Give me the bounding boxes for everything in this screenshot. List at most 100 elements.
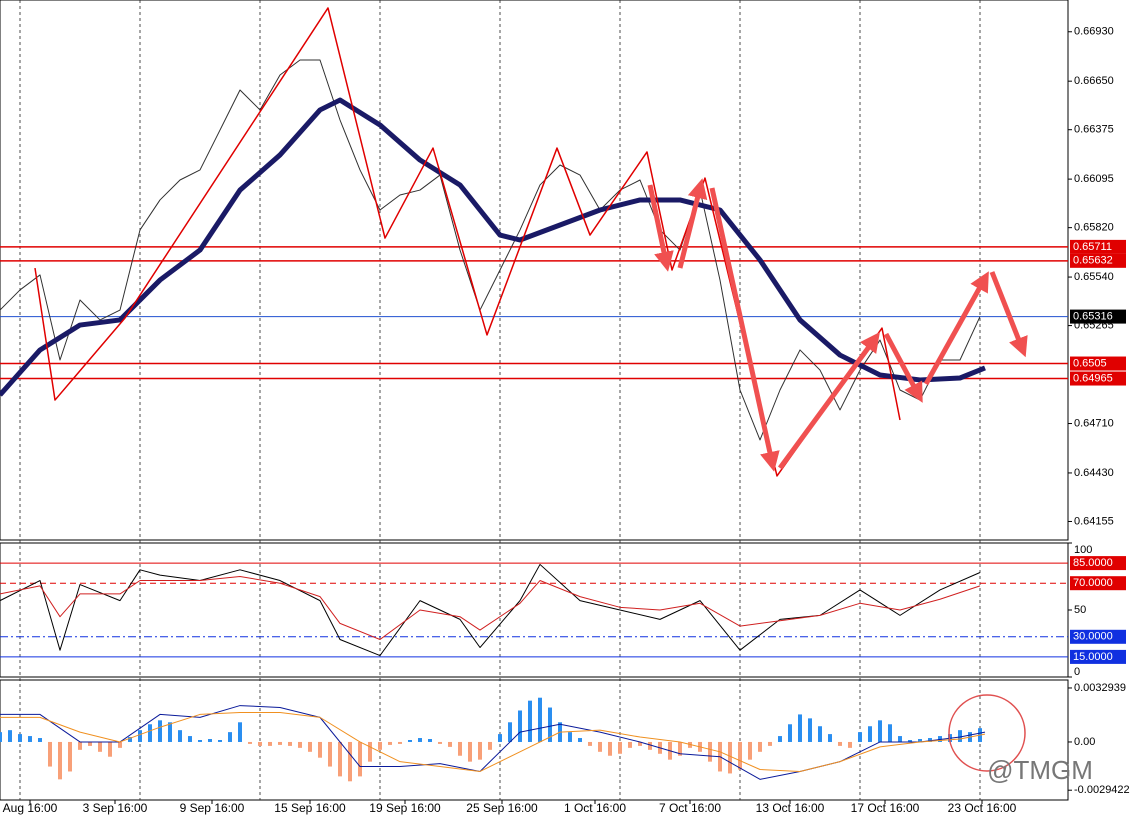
histogram-bar <box>88 741 92 746</box>
highlight-circle <box>948 694 1026 772</box>
histogram-bar <box>488 741 492 750</box>
histogram-bar <box>728 741 732 774</box>
histogram-bar <box>858 732 862 742</box>
level-label: 70.0000 <box>1073 577 1113 589</box>
histogram-bar <box>58 741 62 780</box>
histogram-bar <box>288 741 292 746</box>
histogram-bar <box>508 722 512 742</box>
histogram-bar <box>928 738 932 742</box>
histogram-bar <box>638 741 642 746</box>
histogram-bar <box>738 741 742 770</box>
series-line <box>0 59 981 441</box>
level-label: 30.0000 <box>1073 631 1113 643</box>
histogram-bar <box>168 722 172 742</box>
series-line <box>0 563 981 657</box>
histogram-bar <box>188 736 192 742</box>
level-label-box <box>1070 649 1126 664</box>
histogram-bar <box>248 741 252 744</box>
series-line <box>0 576 981 640</box>
histogram-bar <box>408 740 412 742</box>
y-tick-label: 0.66930 <box>1074 26 1114 38</box>
histogram-bar <box>798 714 802 742</box>
histogram-bar <box>848 741 852 748</box>
y-tick-label: 0.00 <box>1074 736 1095 748</box>
series-line <box>34 7 901 477</box>
series-line <box>0 97 986 397</box>
y-tick-label: 100 <box>1074 544 1092 556</box>
histogram-bar <box>128 737 132 742</box>
x-tick-label: 23 Oct 16:00 <box>948 801 1017 815</box>
histogram-bar <box>208 739 212 742</box>
histogram-bar <box>378 741 382 750</box>
histogram-bar <box>548 707 552 742</box>
histogram-bar <box>38 738 42 742</box>
histogram-bar <box>598 741 602 752</box>
histogram-bar <box>878 720 882 742</box>
histogram-bar <box>818 726 822 742</box>
projection-arrows <box>647 178 1028 472</box>
y-tick-label: 0.64710 <box>1074 417 1114 429</box>
x-tick-label: 19 Sep 16:00 <box>369 801 441 815</box>
histogram-bar <box>0 732 2 742</box>
histogram-bar <box>468 741 472 762</box>
histogram-bar <box>158 720 162 742</box>
level-label-box <box>1070 253 1126 268</box>
x-tick-label: 7 Oct 16:00 <box>659 801 721 815</box>
histogram-bar <box>418 738 422 742</box>
histogram-bar <box>808 718 812 742</box>
histogram-bar <box>828 734 832 742</box>
histogram-bar <box>148 724 152 742</box>
histogram-bar <box>768 741 772 746</box>
x-tick-label: 13 Oct 16:00 <box>756 801 825 815</box>
watermark: @TMGM <box>987 755 1093 785</box>
level-label: 15.0000 <box>1073 651 1113 663</box>
histogram-bar <box>398 741 402 744</box>
series-line <box>0 711 986 772</box>
histogram-bar <box>8 730 12 742</box>
histogram-bar <box>388 741 392 745</box>
histogram-bar <box>258 741 262 746</box>
histogram-bar <box>478 741 482 760</box>
histogram-bar <box>428 739 432 742</box>
y-tick-label: 0.65540 <box>1074 271 1114 283</box>
histogram-bar <box>368 741 372 762</box>
level-label-box <box>1070 239 1126 254</box>
y-tick-label: 0.0032939 <box>1074 682 1126 694</box>
histogram-bar <box>18 734 22 742</box>
histogram-bar <box>788 724 792 742</box>
histogram-bar <box>708 741 712 762</box>
level-label: 0.64965 <box>1073 372 1113 384</box>
y-tick-label: 0.64430 <box>1074 467 1114 479</box>
histogram-bar <box>498 734 502 742</box>
x-tick-label: 17 Oct 16:00 <box>851 801 920 815</box>
histogram-bar <box>678 741 682 756</box>
histogram-bar <box>118 741 122 748</box>
histogram-bar <box>568 732 572 742</box>
histogram-bar <box>78 741 82 750</box>
level-label: 0.65316 <box>1073 310 1113 322</box>
histogram-bar <box>318 741 322 758</box>
histogram-bar <box>898 736 902 742</box>
level-label: 0.6505 <box>1073 357 1107 369</box>
y-tick-label: 50 <box>1074 604 1086 616</box>
y-tick-label: 0.66095 <box>1074 173 1114 185</box>
level-label: 85.0000 <box>1073 557 1113 569</box>
histogram-bar <box>958 730 962 742</box>
x-tick-label: 1 Oct 16:00 <box>564 801 626 815</box>
histogram-bar <box>198 740 202 742</box>
level-label-box <box>1070 309 1126 324</box>
histogram-bar <box>838 741 842 746</box>
histogram-bar <box>538 697 542 742</box>
histogram-bar <box>438 741 442 744</box>
histogram-bar <box>628 741 632 748</box>
histogram-bar <box>68 741 72 772</box>
series-line <box>0 705 986 780</box>
x-tick-label: Aug 16:00 <box>3 801 58 815</box>
histogram-bar <box>348 741 352 782</box>
histogram-bar <box>308 741 312 752</box>
histogram-bar <box>608 741 612 756</box>
x-tick-label: 15 Sep 16:00 <box>274 801 346 815</box>
histogram-bar <box>578 738 582 742</box>
histogram-bar <box>588 741 592 746</box>
